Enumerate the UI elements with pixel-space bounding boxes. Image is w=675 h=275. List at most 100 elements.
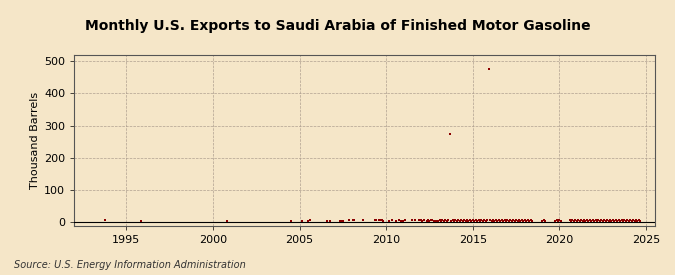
Point: [452, 219, 462, 223]
Point: [521, 219, 532, 223]
Point: [568, 219, 579, 223]
Point: [457, 219, 468, 223]
Point: [338, 219, 348, 223]
Point: [580, 219, 591, 223]
Point: [516, 218, 527, 222]
Point: [601, 218, 612, 222]
Point: [600, 219, 611, 223]
Point: [564, 218, 575, 222]
Point: [434, 218, 445, 222]
Point: [222, 219, 233, 223]
Point: [444, 131, 455, 136]
Point: [463, 219, 474, 223]
Point: [581, 218, 592, 222]
Point: [610, 218, 621, 222]
Point: [585, 218, 595, 222]
Point: [464, 218, 475, 222]
Point: [538, 218, 549, 222]
Point: [477, 219, 488, 223]
Point: [460, 219, 471, 223]
Point: [343, 218, 354, 222]
Point: [504, 219, 514, 223]
Point: [99, 218, 110, 222]
Point: [586, 219, 597, 223]
Point: [459, 218, 470, 222]
Point: [391, 219, 402, 223]
Point: [505, 218, 516, 222]
Point: [489, 219, 500, 223]
Point: [595, 219, 605, 223]
Point: [486, 219, 497, 223]
Point: [400, 218, 410, 222]
Point: [429, 219, 439, 223]
Point: [483, 67, 494, 72]
Point: [632, 219, 643, 223]
Point: [509, 219, 520, 223]
Point: [553, 219, 564, 223]
Point: [348, 218, 358, 222]
Point: [622, 218, 632, 222]
Point: [623, 219, 634, 223]
Point: [554, 218, 565, 222]
Point: [571, 219, 582, 223]
Point: [605, 218, 616, 222]
Point: [539, 219, 550, 223]
Point: [383, 219, 394, 223]
Point: [591, 219, 602, 223]
Point: [537, 219, 547, 223]
Point: [618, 219, 628, 223]
Text: Source: U.S. Energy Information Administration: Source: U.S. Energy Information Administ…: [14, 260, 245, 270]
Point: [487, 218, 498, 222]
Point: [467, 218, 478, 222]
Point: [440, 218, 451, 222]
Text: Monthly U.S. Exports to Saudi Arabia of Finished Motor Gasoline: Monthly U.S. Exports to Saudi Arabia of …: [84, 19, 591, 33]
Point: [470, 218, 481, 222]
Point: [512, 219, 523, 223]
Point: [614, 218, 624, 222]
Point: [616, 218, 627, 222]
Point: [303, 219, 314, 223]
Point: [433, 219, 443, 223]
Point: [495, 219, 506, 223]
Point: [321, 219, 332, 223]
Point: [576, 218, 587, 222]
Point: [583, 219, 594, 223]
Point: [508, 218, 518, 222]
Point: [629, 219, 640, 223]
Point: [415, 218, 426, 222]
Point: [578, 218, 589, 222]
Point: [454, 219, 465, 223]
Point: [501, 219, 512, 223]
Point: [567, 218, 578, 222]
Point: [439, 219, 450, 223]
Point: [297, 219, 308, 223]
Point: [599, 218, 610, 222]
Point: [336, 219, 347, 223]
Point: [630, 218, 641, 222]
Point: [549, 219, 560, 223]
Point: [526, 219, 537, 223]
Point: [414, 218, 425, 222]
Point: [437, 218, 448, 222]
Point: [609, 219, 620, 223]
Point: [481, 219, 491, 223]
Point: [418, 218, 429, 222]
Point: [447, 218, 458, 222]
Point: [573, 218, 584, 222]
Point: [369, 218, 380, 222]
Point: [551, 218, 562, 222]
Point: [587, 218, 598, 222]
Point: [469, 219, 480, 223]
Point: [377, 218, 387, 222]
Point: [497, 219, 508, 223]
Point: [577, 219, 588, 223]
Point: [612, 219, 622, 223]
Point: [466, 219, 477, 223]
Point: [511, 218, 522, 222]
Point: [597, 219, 608, 223]
Point: [606, 219, 617, 223]
Point: [589, 219, 599, 223]
Point: [325, 219, 335, 223]
Point: [395, 219, 406, 223]
Point: [450, 218, 461, 222]
